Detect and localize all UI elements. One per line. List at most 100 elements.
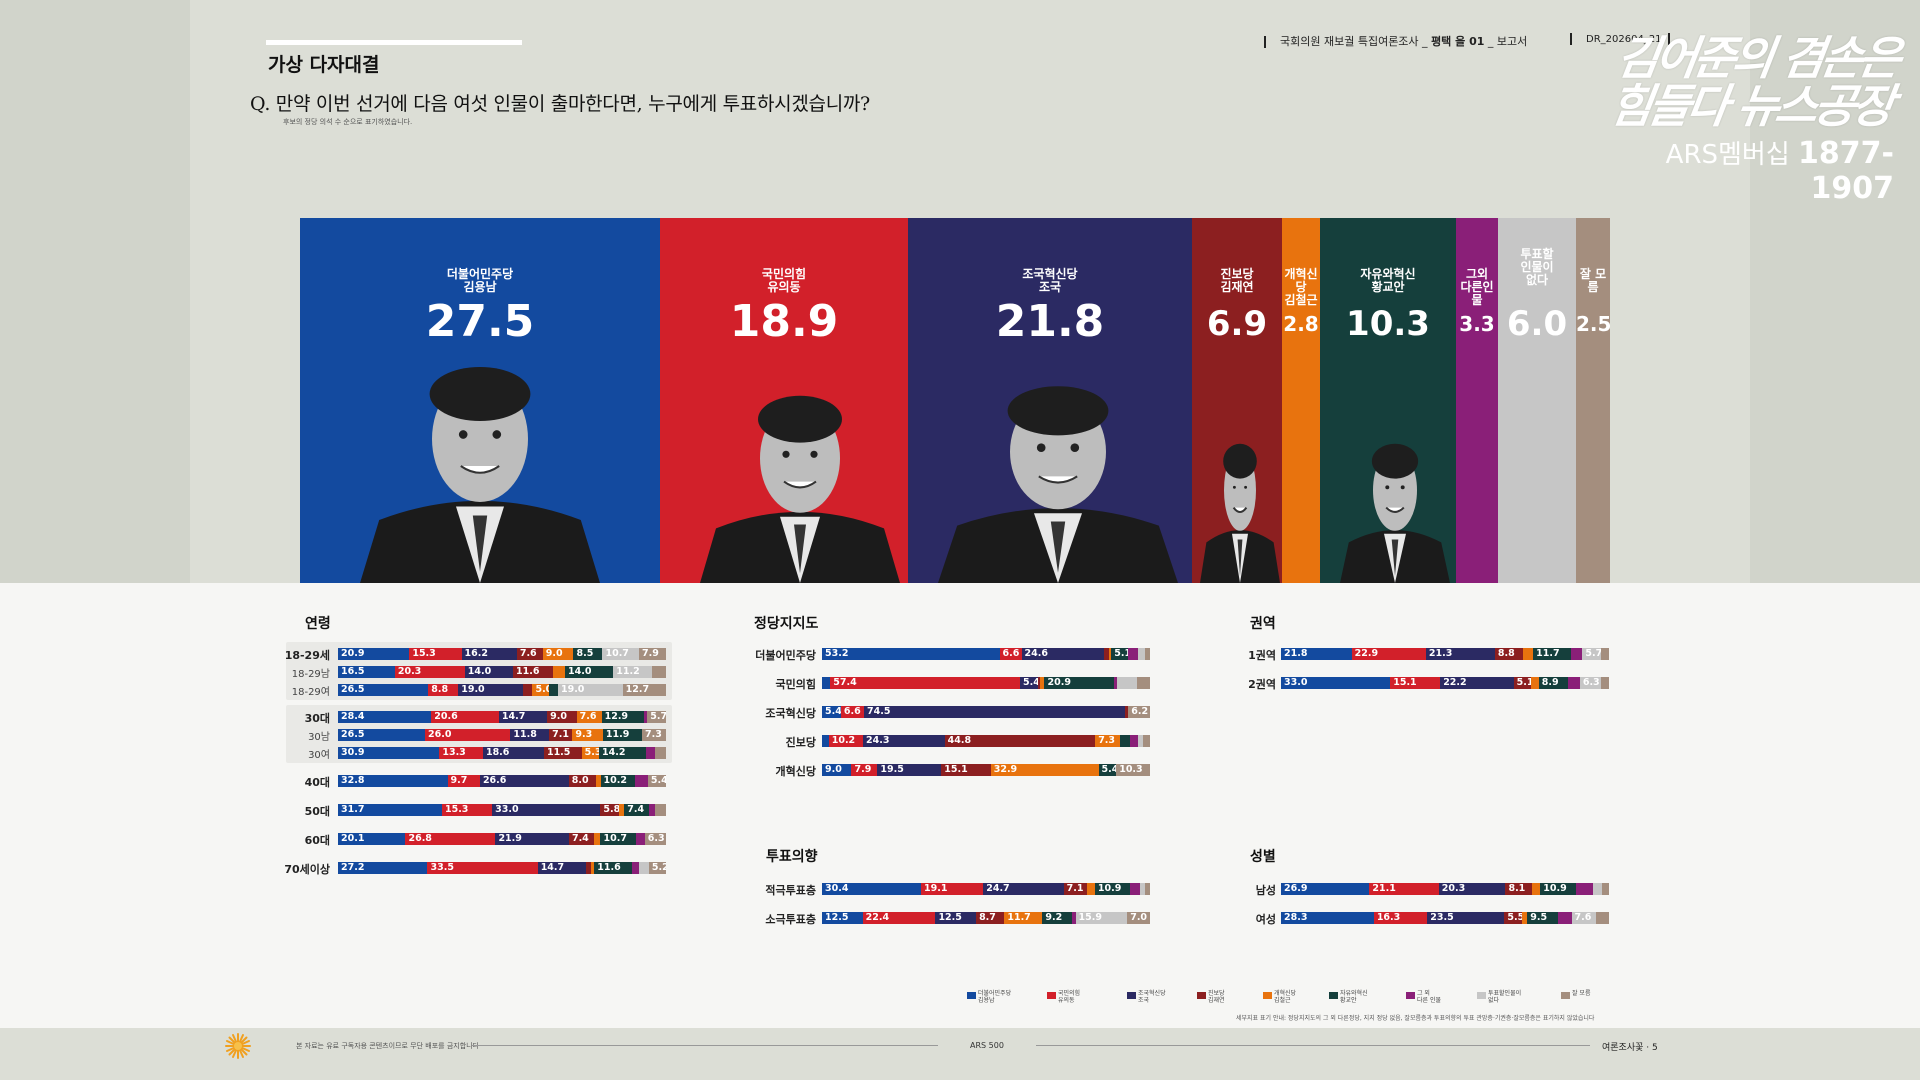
legend-label-line: 투표할인물이 xyxy=(1488,990,1522,997)
bar-segment: 7.3 xyxy=(1095,735,1120,747)
bar-segment xyxy=(1145,883,1150,895)
candidate-label: 투표할 인물이 없다 xyxy=(1498,248,1576,287)
candidate-label-line: 김철근 xyxy=(1284,293,1318,307)
bar-segment: 16.5 xyxy=(338,666,395,678)
segment-value: 19.0 xyxy=(461,684,485,695)
bar-segment: 8.8 xyxy=(428,684,459,696)
segment-value: 20.6 xyxy=(434,711,458,722)
bar-segment: 24.6 xyxy=(1021,648,1104,660)
stacked-bar: 16.5 20.3 14.0 11.6 14.0 11.2 xyxy=(338,666,666,678)
bar-segment: 28.4 xyxy=(338,711,432,723)
bar-segment xyxy=(1143,735,1150,747)
legend-swatch xyxy=(1561,992,1570,999)
bar-segment xyxy=(1129,735,1139,747)
bar-segment xyxy=(522,684,533,696)
candidate-label-line: 황교안 xyxy=(1371,280,1405,294)
segment-value: 30.9 xyxy=(341,747,365,758)
legend-swatch xyxy=(1263,992,1272,999)
report-type: 보고서 xyxy=(1496,35,1528,48)
bar-segment: 19.0 xyxy=(557,684,623,696)
segment-value: 21.8 xyxy=(1284,648,1308,659)
bar-segment xyxy=(1530,677,1539,689)
candidate-label: 잘 모름 xyxy=(1576,268,1610,294)
segment-value: 20.9 xyxy=(1047,677,1071,688)
bar-segment: 26.0 xyxy=(425,729,511,741)
segment-value: 6.3 xyxy=(1582,677,1600,688)
bar-segment: 18.6 xyxy=(482,747,544,759)
legend-swatch xyxy=(1047,992,1056,999)
bar-segment: 20.3 xyxy=(394,666,465,678)
row-label: 18-29남 xyxy=(291,669,330,680)
bar-segment: 14.2 xyxy=(599,747,646,759)
bar-segment: 20.9 xyxy=(338,648,410,660)
bar-segment xyxy=(632,862,639,874)
bar-segment: 10.9 xyxy=(1540,883,1577,895)
segment-value: 11.6 xyxy=(516,666,540,677)
candidate-label-line: 개혁신당 xyxy=(1284,267,1318,294)
row-label: 적극투표층 xyxy=(765,884,816,897)
stacked-bar: 28.4 20.6 14.7 9.0 7.6 12.9 5.7 xyxy=(338,711,666,723)
bar-segment: 6.6 xyxy=(999,648,1022,660)
bar-segment: 21.1 xyxy=(1369,883,1439,895)
bar-segment: 15.1 xyxy=(1390,677,1441,689)
candidate-column: 개혁신당 김철근 2.8 xyxy=(1282,218,1320,583)
bar-segment: 26.6 xyxy=(479,775,569,787)
legend-label-line: 조국혁신당 xyxy=(1138,990,1166,997)
survey-question: Q. 만약 이번 선거에 다음 여섯 인물이 출마한다면, 누구에게 투표하시겠… xyxy=(250,93,870,115)
bar-segment: 10.7 xyxy=(602,648,639,660)
bar-segment: 5.2 xyxy=(648,862,666,874)
bar-segment: 27.2 xyxy=(338,862,428,874)
candidate-label: 자유와혁신 황교안 xyxy=(1320,268,1456,294)
segment-value: 11.2 xyxy=(616,666,640,677)
bar-segment: 7.9 xyxy=(851,764,878,776)
segment-value: 11.7 xyxy=(1536,648,1560,659)
row-label: 18-29여 xyxy=(291,687,330,698)
bar-segment: 11.7 xyxy=(1533,648,1572,660)
segment-value: 15.3 xyxy=(412,648,436,659)
segment-value: 32.8 xyxy=(341,775,365,786)
candidate-value: 2.5 xyxy=(1576,312,1610,336)
segment-value: 14.7 xyxy=(540,862,565,873)
candidate-value: 2.8 xyxy=(1283,312,1319,336)
segment-value: 26.0 xyxy=(428,729,452,740)
candidate-value: 27.5 xyxy=(425,296,535,347)
bar-segment: 11.2 xyxy=(613,666,652,678)
legend-swatch xyxy=(1127,992,1136,999)
bar-segment: 8.1 xyxy=(1505,883,1533,895)
bar-segment: 21.8 xyxy=(1281,648,1352,660)
bar-segment xyxy=(648,804,656,816)
candidate-label-line: 자유와혁신 xyxy=(1360,267,1416,281)
segment-value: 53.2 xyxy=(825,648,849,659)
ordering-note: 후보의 정당 의석 수 순으로 표기하였습니다. xyxy=(283,118,413,126)
bar-segment: 9.7 xyxy=(447,775,480,787)
bar-segment: 32.9 xyxy=(990,764,1099,776)
legend-label-line: 없다 xyxy=(1488,997,1500,1004)
candidate-label-line: 투표할 xyxy=(1520,247,1554,261)
legend-label-line: 잘 모름 xyxy=(1572,990,1591,997)
row-label: 소극투표층 xyxy=(765,913,816,926)
row-label: 1권역 xyxy=(1248,649,1276,662)
bar-segment: 7.6 xyxy=(1571,912,1597,924)
legend-label-line: 진보당 xyxy=(1208,990,1225,997)
bar-segment xyxy=(1532,883,1541,895)
segment-value: 9.5 xyxy=(1530,912,1548,923)
footer-copyright-note: 본 자료는 유료 구독자용 콘텐츠이므로 무단 배포를 금지합니다 xyxy=(296,1042,480,1050)
logo-title: 김어준의 겸손은힘들다 뉴스공장 xyxy=(1606,31,1902,133)
row-label: 70세이상 xyxy=(284,863,330,876)
segment-value: 5.4 xyxy=(1101,764,1117,775)
segment-value: 22.9 xyxy=(1354,648,1379,659)
logo-phone: ARS멤버십 1877-1907 xyxy=(1604,134,1894,206)
segment-value: 33.0 xyxy=(1284,677,1308,688)
bar-segment xyxy=(1138,648,1145,660)
candidate-column: 진보당 김재연 6.9 xyxy=(1192,218,1282,583)
bar-segment: 14.0 xyxy=(464,666,514,678)
candidate-label-line: 인물이 xyxy=(1520,260,1554,274)
footer-divider-left xyxy=(472,1045,938,1046)
bar-segment: 5.3 xyxy=(581,747,600,759)
segment-value: 5.0 xyxy=(535,684,550,695)
bar-segment xyxy=(1072,912,1076,924)
bar-segment: 12.7 xyxy=(622,684,666,696)
bar-segment: 11.8 xyxy=(510,729,550,741)
candidate-value: 6.9 xyxy=(1206,304,1268,344)
